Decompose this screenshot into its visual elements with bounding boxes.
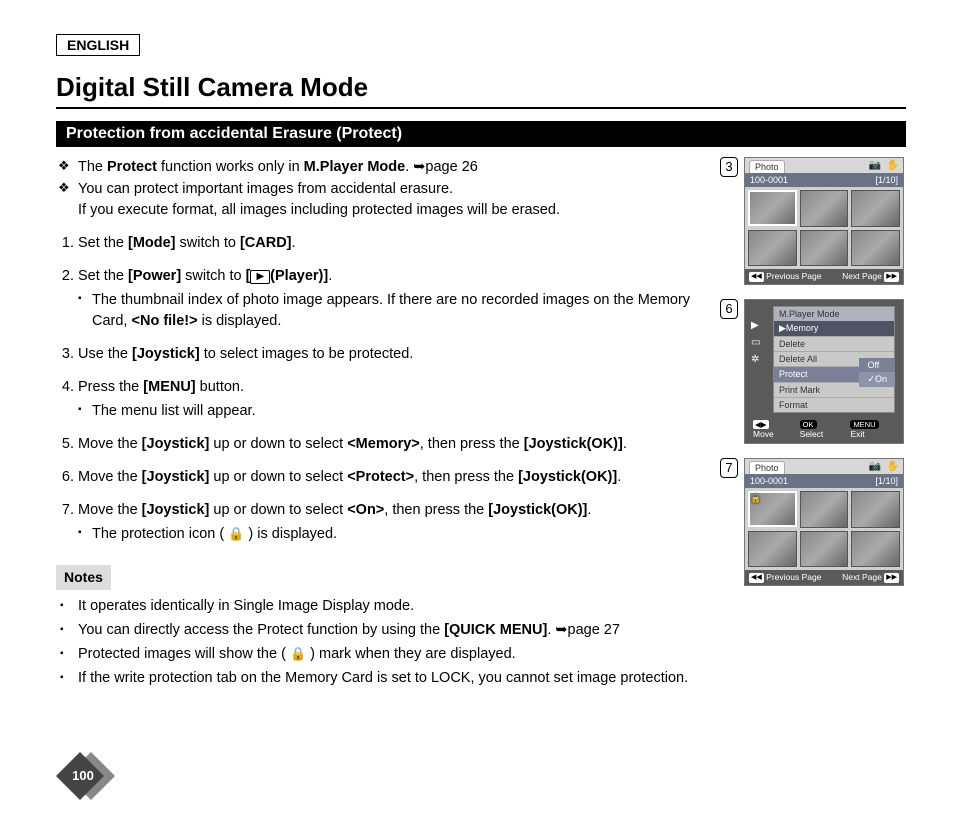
manual-page: ENGLISH Digital Still Camera Mode Protec… (0, 0, 954, 820)
menu-item-delete: Delete (774, 336, 894, 351)
page-number: 100 (56, 752, 110, 800)
page-footer: 100 (56, 752, 906, 800)
lcd-screen-menu: ▶ ▭ ✲ M.Player Mode ▶Memory Delete Delet… (744, 299, 904, 444)
menu-item-format: Format (774, 397, 894, 412)
thumbnail (748, 190, 797, 226)
body-text: The Protect function works only in M.Pla… (56, 157, 704, 692)
thumbnail (851, 531, 900, 568)
player-icon: ▶ (250, 270, 270, 284)
figure-number: 7 (720, 458, 738, 478)
menu-sidebar-icons: ▶ ▭ ✲ (751, 320, 760, 365)
lock-icon: 🔒 (290, 646, 306, 661)
protect-submenu: Off ✓On (859, 358, 895, 387)
gear-icon: ✲ (751, 354, 760, 365)
rewind-icon: ◀◀ (749, 573, 764, 583)
forward-icon: ▶▶ (884, 573, 899, 583)
steps-list: Set the [Mode] switch to [CARD]. Set the… (56, 233, 704, 545)
file-id: 100-0001 (750, 476, 788, 486)
figure-number: 6 (720, 299, 738, 319)
thumbnail (748, 531, 797, 567)
file-id: 100-0001 (750, 175, 788, 185)
thumbnail (800, 491, 849, 528)
thumbnail: 🔒 (748, 491, 797, 527)
menu-mode-title: M.Player Mode (774, 307, 894, 321)
lcd-screen-thumbnails-protected: Photo 📷 ✋ 100-0001 [1/10] 🔒 (744, 458, 904, 586)
figure-number: 3 (720, 157, 738, 177)
section-heading: Protection from accidental Erasure (Prot… (56, 121, 906, 147)
photo-tab: Photo (749, 461, 785, 474)
lock-icon: 🔒 (750, 493, 761, 504)
intro-list: The Protect function works only in M.Pla… (56, 157, 704, 221)
thumbnail (748, 230, 797, 266)
thumbnail (800, 190, 849, 227)
thumbnail (851, 491, 900, 528)
forward-icon: ▶▶ (884, 272, 899, 282)
notes-heading: Notes (56, 565, 111, 589)
thumbnail (800, 230, 849, 267)
rewind-icon: ◀◀ (749, 272, 764, 282)
page-number-ornament: 100 (56, 752, 104, 800)
image-counter: [1/10] (875, 175, 898, 185)
photo-tab: Photo (749, 160, 785, 173)
play-icon: ▶ (751, 320, 760, 331)
language-box: ENGLISH (56, 34, 140, 56)
thumbnail (800, 531, 849, 568)
thumbnail (851, 190, 900, 227)
lock-icon: 🔒 (228, 526, 244, 541)
menu-memory: ▶Memory (774, 321, 894, 336)
thumbnail (851, 230, 900, 267)
image-counter: [1/10] (875, 476, 898, 486)
lcd-screen-thumbnails: Photo 📷 ✋ 100-0001 [1/10] (744, 157, 904, 285)
notes-list: It operates identically in Single Image … (56, 596, 704, 689)
page-title: Digital Still Camera Mode (56, 72, 906, 109)
figures-column: 3 Photo 📷 ✋ 100-0001 [1/10] (720, 157, 906, 692)
card-icon: ▭ (751, 337, 760, 348)
